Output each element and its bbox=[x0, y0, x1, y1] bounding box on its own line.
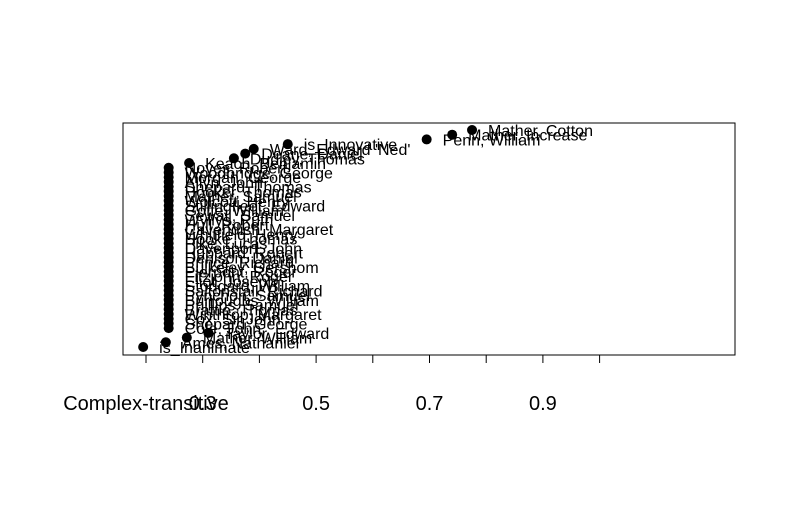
point-label: Shepard, George bbox=[185, 316, 308, 333]
point-label: Morgan, George bbox=[185, 170, 302, 187]
point-label: Hooker, Thomas bbox=[185, 184, 302, 201]
point-label: is_Inanimate bbox=[159, 340, 250, 357]
point-label: Prince, Richard bbox=[185, 255, 294, 272]
point-label: Hubbard, Robert bbox=[185, 246, 304, 263]
point-label: is_Innovative bbox=[304, 137, 397, 154]
x-tick-label: 0.7 bbox=[416, 393, 444, 415]
point-label: Keach, Benjamin bbox=[205, 156, 326, 173]
point-label: Whitfield, Henry bbox=[185, 227, 298, 244]
point-label: Woodbridge, George bbox=[185, 165, 333, 182]
x-tick-label: 0.3 bbox=[189, 393, 217, 415]
point-label: Eliot, Joseph bbox=[185, 274, 277, 291]
point-label: Mather, Increase bbox=[468, 128, 587, 145]
data-point bbox=[181, 332, 192, 343]
point-label: Fitzjohn, Roger bbox=[185, 269, 294, 286]
point-label: Ward, Edward 'Ned' bbox=[270, 142, 411, 159]
point-label: Stillingfleet, Edward bbox=[185, 198, 326, 215]
point-label: Hull, Robert bbox=[185, 217, 270, 234]
data-point bbox=[467, 125, 478, 135]
point-label: Taylor, Edward bbox=[224, 326, 329, 343]
point-label: Ames, Nathaniel bbox=[182, 335, 299, 352]
point-label: Allyn, John bbox=[185, 175, 263, 192]
point-label: Mather, William bbox=[203, 331, 312, 348]
point-label: Dudley, Thomas bbox=[250, 151, 365, 168]
data-point bbox=[163, 162, 174, 173]
point-label: Mather, Samuel bbox=[185, 189, 297, 206]
point-label: Wolcott, Henry bbox=[185, 194, 290, 211]
point-label: Bulkeley, Gershom bbox=[185, 260, 319, 277]
point-label: Winthrop, Margaret bbox=[185, 307, 322, 324]
x-tick-label: 0.5 bbox=[302, 393, 330, 415]
point-label: Brattle, Thomas bbox=[185, 302, 298, 319]
point-label: Davenport, John bbox=[185, 241, 302, 258]
point-label: Stoddard, William bbox=[185, 279, 310, 296]
data-point bbox=[248, 143, 259, 154]
point-label: Burroughs, William bbox=[185, 293, 319, 310]
point-label: Cavendish, Margaret bbox=[185, 222, 334, 239]
data-point bbox=[160, 337, 171, 348]
point-label: Noyes, Robert bbox=[185, 161, 288, 178]
data-point bbox=[421, 134, 432, 145]
point-label: Hooke, Thomas bbox=[185, 232, 298, 249]
point-label: Penn, William bbox=[443, 132, 541, 149]
data-point bbox=[203, 327, 214, 338]
data-point bbox=[447, 129, 458, 140]
x-tick-label: 0.9 bbox=[529, 393, 557, 415]
point-label: Sewall, Samuel bbox=[185, 208, 295, 225]
data-points bbox=[138, 125, 478, 352]
point-label: Cole, John bbox=[185, 321, 262, 338]
x-tick-label: Complex-transitive bbox=[63, 393, 229, 415]
point-label: Pierpont, Roger bbox=[185, 265, 298, 282]
point-label: Pike, Lucas bbox=[185, 236, 268, 253]
data-point bbox=[228, 153, 239, 164]
data-point bbox=[282, 139, 293, 150]
point-label: Wyllys, Ruth bbox=[185, 213, 274, 230]
point-label: Phillips, Samuel bbox=[185, 298, 299, 315]
data-point bbox=[184, 158, 195, 169]
point-label: Saltonstall, Richard bbox=[185, 283, 323, 300]
point-label: Mather, Cotton bbox=[488, 123, 593, 140]
data-point bbox=[240, 148, 251, 159]
point-label: Goffe, William bbox=[185, 203, 284, 220]
point-label: Denison, Daniel bbox=[185, 250, 298, 267]
point-label: Cox, Sir John bbox=[185, 312, 281, 329]
data-point bbox=[138, 342, 149, 352]
point-label: Pynchon, Samuel bbox=[185, 288, 310, 305]
point-label: Shepard, Thomas bbox=[185, 180, 312, 197]
point-label: Deane, Daniel bbox=[261, 147, 362, 164]
